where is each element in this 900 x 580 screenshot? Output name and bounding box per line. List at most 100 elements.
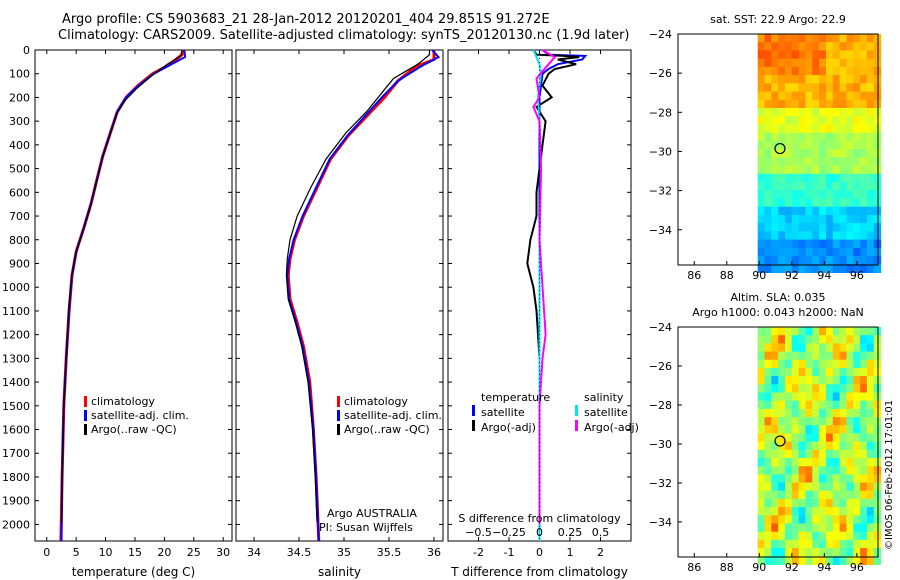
sla_map-cell (860, 384, 868, 394)
sla_map-frame (677, 326, 879, 558)
sla_map-cell (826, 515, 834, 525)
sla_map-cell (839, 531, 847, 541)
sla_map-cell (771, 384, 779, 394)
sst_map-cell (798, 190, 807, 199)
sla_map-cell (778, 531, 786, 541)
sla_map-cell (771, 433, 779, 443)
temperature-legend-header: temperature (481, 391, 550, 404)
sla_map-cell (764, 392, 772, 402)
sst_map-cell (764, 75, 772, 84)
sst_map-cell (791, 124, 800, 134)
sla_map-cell (798, 433, 807, 443)
sst_map-cell (791, 83, 800, 93)
sla_map-cell (846, 498, 854, 508)
sla_map-cell (791, 343, 800, 353)
sla_map-cell (853, 498, 861, 508)
sst_map-cell (757, 66, 766, 76)
sst_map-cell (764, 206, 772, 216)
sla_map-cell (826, 384, 834, 394)
sst_map-cell (846, 231, 854, 241)
sla_map-cell (791, 359, 800, 369)
sla_map-cell (764, 556, 772, 565)
sla_map-cell (853, 507, 861, 516)
sla-map-subtitle: Argo h1000: 0.043 h2000: NaN (692, 306, 864, 319)
sla_map-cell (778, 515, 786, 525)
sla_map-cell (791, 376, 800, 385)
differences-series-s-argo-adj- (532, 49, 557, 525)
sla_map-cell (839, 343, 847, 353)
diff-legend-swatch (575, 405, 578, 416)
sst_map-cell (826, 165, 834, 175)
depth-tick-label: 0 (23, 44, 30, 57)
sla_map-cell (805, 466, 813, 475)
sla_map-cell (866, 548, 875, 557)
sst_map-cell (778, 140, 786, 150)
sst_map-cell (839, 50, 847, 60)
sla_map-cell (771, 539, 779, 549)
sla_map-cell (771, 458, 779, 467)
sla_map-cell (819, 523, 827, 533)
sst_map-cell (805, 42, 813, 51)
sst_map-ytick-label: −28 (649, 106, 672, 119)
sst_map-cell (785, 182, 793, 191)
sla_map-cell (771, 351, 779, 361)
sst_map-cell (860, 75, 868, 84)
sla_map-cell (839, 466, 847, 475)
sst_map-cell (832, 83, 841, 93)
temperature-legend-label: satellite-adj. clim. (91, 409, 189, 422)
sst_map-cell (846, 247, 854, 257)
sst_map-cell (866, 91, 875, 101)
temperature-xtick-label: 30 (216, 546, 230, 559)
sst_map-cell (832, 173, 841, 183)
sla_map-cell (832, 384, 841, 394)
sst_map-cell (853, 231, 861, 241)
sst_map-cell (839, 165, 847, 175)
sla_map-xtick-label: 86 (687, 561, 701, 574)
sla_map-cell (805, 548, 813, 557)
sla_map-cell (771, 474, 779, 484)
sla_map-cell (846, 351, 854, 361)
sst_map-cell (778, 124, 786, 134)
sst_map-cell (819, 214, 827, 224)
sst_map-cell (798, 256, 807, 265)
sla_map-cell (853, 531, 861, 541)
sst_map-cell (819, 132, 827, 142)
sst_map-cell (771, 231, 779, 241)
sst_map-cell (757, 124, 766, 134)
sla_map-cell (778, 498, 786, 508)
sst_map-cell (785, 264, 793, 273)
depth-tick-label: 1900 (2, 495, 30, 508)
sla_map-cell (839, 441, 847, 451)
sla_map-cell (778, 556, 786, 565)
sla_map-cell (757, 392, 766, 402)
sst_map-cell (832, 99, 841, 109)
sst_map-cell (805, 132, 813, 142)
sst_map-cell (791, 264, 800, 273)
sst_map-cell (860, 50, 868, 60)
diff-legend-label: satellite (481, 406, 525, 419)
sla_map-cell (805, 458, 813, 467)
sst_map-cell (826, 256, 834, 265)
sla_map-cell (832, 458, 841, 467)
sla_map-cell (826, 498, 834, 508)
sla_map-cell (771, 556, 779, 565)
sst_map-cell (791, 256, 800, 265)
sla_map-cell (839, 359, 847, 369)
sst_map-cell (819, 58, 827, 68)
sla_map-cell (860, 482, 868, 492)
sla_map-cell (832, 327, 841, 336)
sst_map-cell (846, 198, 854, 208)
sla_map-cell (771, 408, 779, 418)
sla_map-cell (832, 498, 841, 508)
sla_map-cell (785, 531, 793, 541)
sst_map-cell (812, 223, 820, 232)
sla_map-cell (846, 408, 854, 418)
diff-legend-label: Argo(-adj) (584, 421, 639, 434)
sla_map-cell (860, 515, 868, 525)
sst_map-cell (853, 99, 861, 109)
sla_map-cell (826, 367, 834, 377)
sla_map-cell (778, 327, 786, 336)
sst_map-cell (853, 108, 861, 117)
sla_map-cell (832, 515, 841, 525)
sla_map-cell (839, 474, 847, 484)
